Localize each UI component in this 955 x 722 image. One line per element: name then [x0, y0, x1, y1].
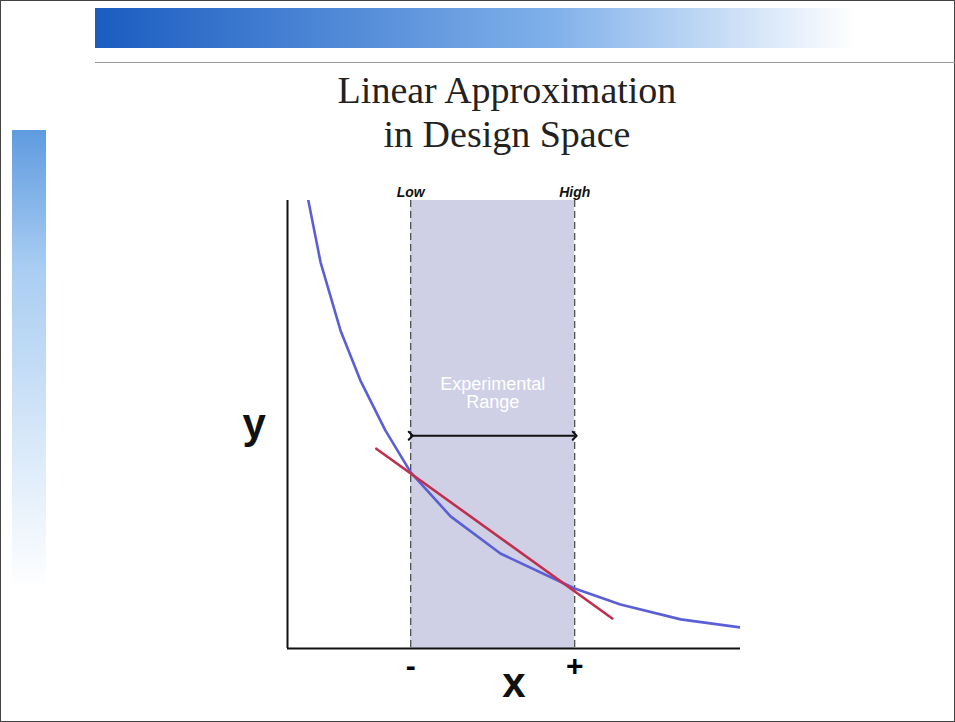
svg-text:ExperimentalRange: ExperimentalRange [440, 374, 545, 412]
svg-text:-: - [406, 649, 416, 682]
html-text:Linear Approximation in Design: Linear Approximation in Design Space [337, 69, 677, 155]
svg-text:x: x [502, 659, 526, 706]
svg-text:+: + [566, 649, 584, 682]
svg-text:High: High [559, 184, 590, 200]
svg-text:Low: Low [397, 184, 426, 200]
svg-text:y: y [243, 400, 267, 447]
